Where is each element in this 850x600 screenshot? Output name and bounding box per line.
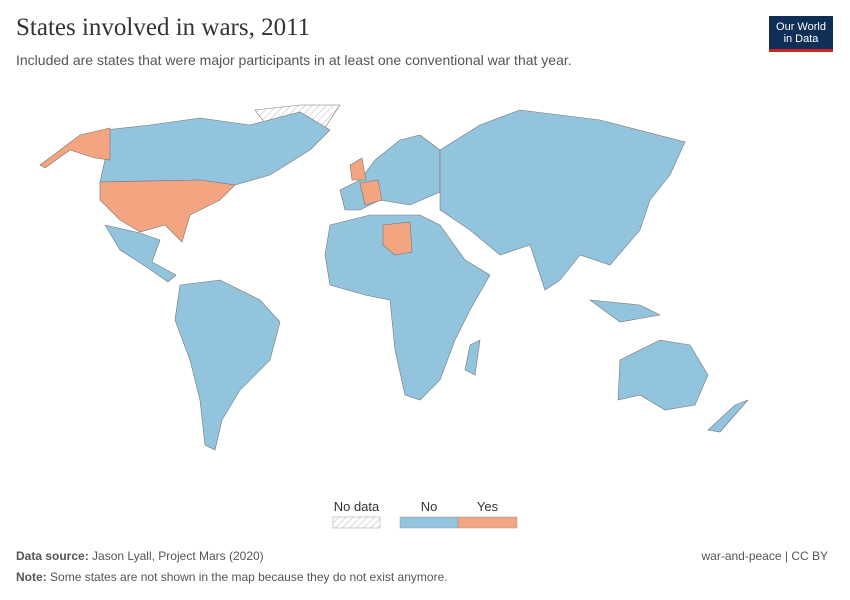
region[interactable]: [439, 109, 686, 291]
region[interactable]: [39, 127, 111, 169]
legend-label[interactable]: No: [421, 499, 438, 514]
logo-line: Our World: [776, 21, 826, 33]
region[interactable]: [174, 279, 281, 451]
subtitle: Included are states that were major part…: [16, 52, 572, 68]
source-label: Data source:: [16, 549, 89, 563]
note-label: Note:: [16, 570, 47, 584]
license[interactable]: war-and-peace | CC BY: [701, 549, 828, 563]
legend-swatch[interactable]: [399, 516, 459, 529]
land: [39, 104, 749, 451]
region[interactable]: [324, 214, 491, 401]
region[interactable]: [464, 339, 481, 376]
logo[interactable]: Our World in Data: [769, 16, 833, 52]
region[interactable]: [349, 157, 367, 181]
region[interactable]: [382, 221, 413, 256]
region[interactable]: [707, 399, 749, 433]
legend: No data No Yes: [332, 499, 518, 529]
region[interactable]: [359, 179, 383, 206]
note: Note: Some states are not shown in the m…: [16, 570, 448, 584]
legend-swatch[interactable]: [457, 516, 518, 529]
title: States involved in wars, 2011: [16, 14, 311, 41]
logo-line: in Data: [783, 33, 819, 45]
region[interactable]: [588, 299, 661, 323]
note-text: Some states are not shown in the map bec…: [50, 570, 448, 584]
legend-label[interactable]: Yes: [477, 499, 499, 514]
region[interactable]: [104, 224, 177, 283]
legend-swatch[interactable]: [332, 516, 381, 529]
region[interactable]: [617, 339, 709, 411]
region[interactable]: [99, 111, 331, 186]
source: Data source: Jason Lyall, Project Mars (…: [16, 549, 264, 563]
legend-label[interactable]: No data: [334, 499, 380, 514]
source-text: Jason Lyall, Project Mars (2020): [92, 549, 264, 563]
region[interactable]: [99, 179, 236, 243]
